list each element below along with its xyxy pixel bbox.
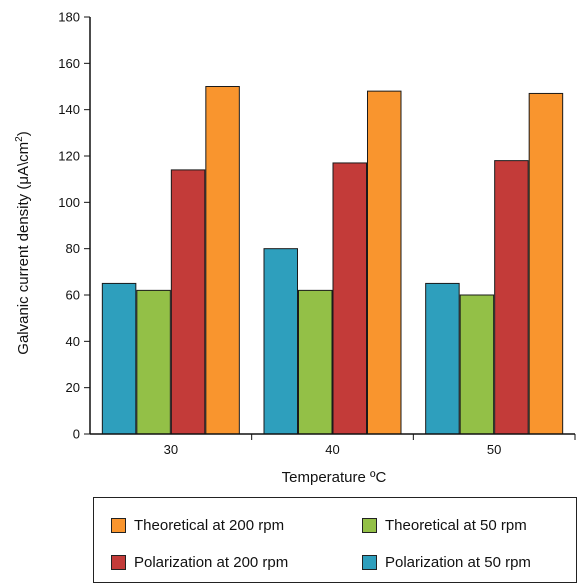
bar bbox=[367, 90, 402, 435]
bar bbox=[205, 86, 240, 435]
legend-swatch bbox=[362, 518, 377, 533]
y-tick-label: 140 bbox=[58, 102, 80, 117]
bar bbox=[425, 282, 460, 435]
x-tick-label: 30 bbox=[164, 442, 178, 457]
legend-swatch bbox=[111, 518, 126, 533]
bar bbox=[263, 248, 298, 435]
y-tick-label: 100 bbox=[58, 195, 80, 210]
x-axis-title: Temperature ºC bbox=[282, 469, 387, 486]
y-tick-label: 20 bbox=[66, 380, 80, 395]
legend-label: Theoretical at 200 rpm bbox=[134, 517, 285, 534]
legend-swatch bbox=[111, 555, 126, 570]
legend-item-theoretical-50: Theoretical at 50 rpm bbox=[362, 517, 527, 534]
x-tick-label: 40 bbox=[325, 442, 339, 457]
x-axis-ticks: 30 40 50 bbox=[164, 434, 576, 457]
bar bbox=[170, 169, 206, 435]
y-tick-label: 160 bbox=[58, 56, 80, 71]
y-axis-ticks: 0 20 40 60 80 100 120 140 160 180 bbox=[58, 10, 90, 442]
legend-item-polarization-200: Polarization at 200 rpm bbox=[111, 554, 288, 571]
legend-swatch bbox=[362, 555, 377, 570]
y-tick-label: 180 bbox=[58, 10, 80, 25]
y-tick-label: 60 bbox=[66, 288, 80, 303]
x-tick-label: 50 bbox=[487, 442, 501, 457]
y-tick-label: 80 bbox=[66, 241, 80, 256]
y-tick-label: 120 bbox=[58, 149, 80, 164]
bar bbox=[332, 162, 367, 435]
bar bbox=[528, 92, 564, 435]
legend-label: Polarization at 200 rpm bbox=[134, 554, 289, 571]
legend: Theoretical at 200 rpm Theoretical at 50… bbox=[93, 497, 577, 583]
bars bbox=[101, 86, 564, 435]
legend-item-polarization-50: Polarization at 50 rpm bbox=[362, 554, 531, 571]
bar bbox=[459, 294, 495, 435]
chart: 0 20 40 60 80 100 120 140 160 180 30 40 50 Temperat… bbox=[14, 10, 576, 486]
legend-item-theoretical-200: Theoretical at 200 rpm bbox=[111, 517, 284, 534]
y-axis-title: Galvanic current density (μA\cm2) bbox=[14, 131, 32, 354]
bar bbox=[494, 160, 529, 435]
bar bbox=[136, 289, 171, 435]
legend-label: Theoretical at 50 rpm bbox=[385, 517, 527, 534]
y-tick-label: 40 bbox=[66, 334, 80, 349]
legend-label: Polarization at 50 rpm bbox=[385, 554, 531, 571]
y-tick-label: 0 bbox=[73, 427, 80, 442]
bar bbox=[298, 289, 333, 435]
bar bbox=[101, 282, 137, 435]
